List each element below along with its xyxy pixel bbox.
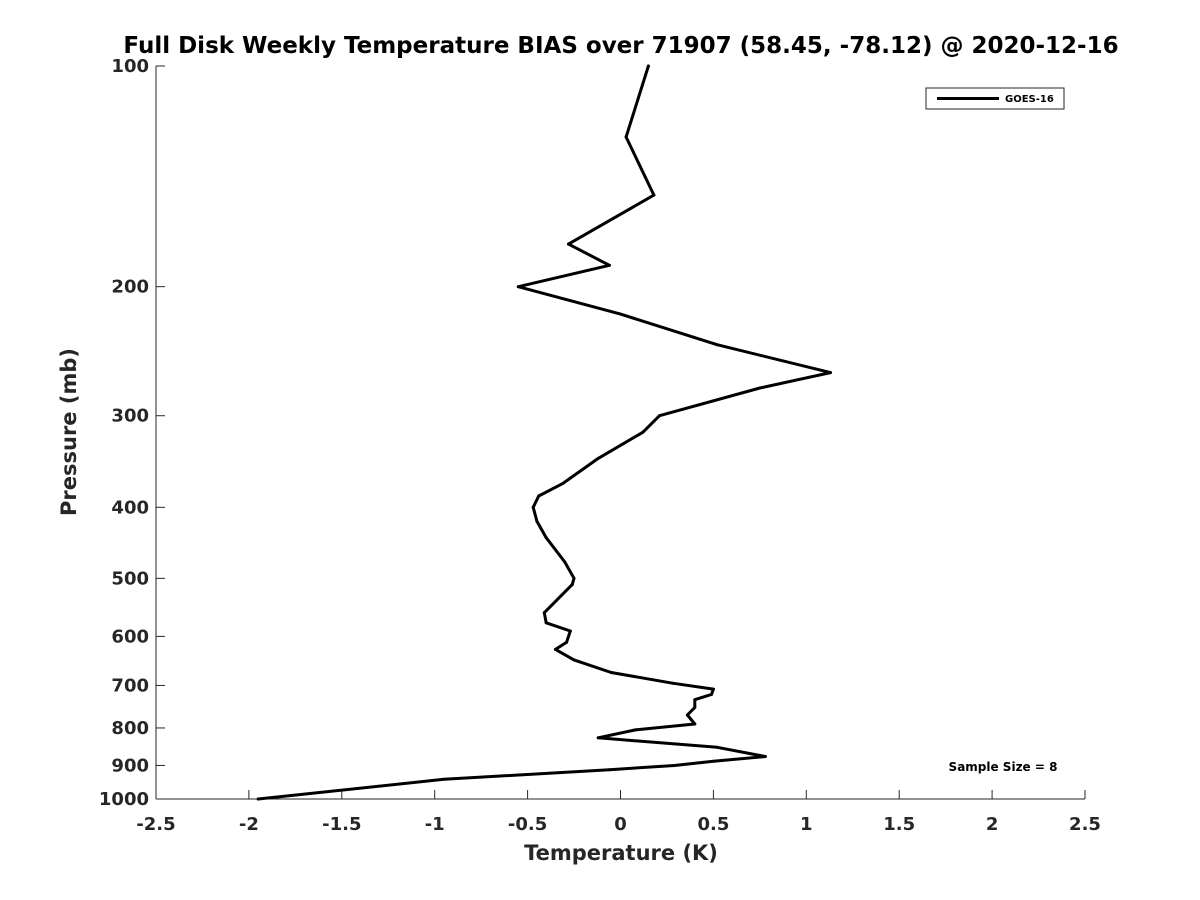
data-point — [544, 536, 548, 540]
data-point — [607, 263, 611, 267]
y-tick-label: 500 — [111, 568, 149, 589]
data-point — [624, 135, 628, 139]
plot-area: -2.5 -2 -1.5 -1 -0.5 0 0.5 1 1.5 2 2.5 100 200 300 40… — [99, 56, 1101, 835]
data-point — [619, 312, 622, 316]
x-tick-label: -1.5 — [322, 814, 361, 835]
y-tick-label: 800 — [111, 718, 149, 739]
data-point — [671, 681, 674, 685]
legend-label-goes-16: GOES-16 — [1005, 94, 1054, 105]
data-point — [572, 658, 576, 662]
data-point — [715, 745, 719, 749]
data-point — [256, 797, 260, 801]
data-point — [565, 640, 569, 644]
y-tick-label: 200 — [111, 277, 149, 298]
plot-background — [156, 66, 1085, 799]
y-tick-label: 400 — [111, 497, 149, 518]
series-line-goes-16 — [256, 64, 832, 801]
data-point — [758, 386, 762, 390]
data-point — [710, 692, 713, 696]
data-point — [442, 777, 446, 781]
data-point — [829, 371, 832, 375]
y-tick-label: 1000 — [99, 789, 149, 810]
y-axis-label: Pressure (mb) — [57, 348, 81, 516]
data-point — [531, 505, 535, 509]
data-point — [596, 456, 600, 460]
data-point — [535, 519, 539, 523]
data-point — [646, 64, 650, 68]
data-point — [561, 481, 565, 485]
data-point — [633, 728, 637, 732]
x-axis-label: Temperature (K) — [524, 841, 718, 865]
y-tick-label: 100 — [111, 56, 149, 77]
y-tick-label: 700 — [111, 675, 149, 696]
data-point — [537, 494, 541, 498]
y-tick-label: 300 — [111, 406, 149, 427]
data-point — [516, 285, 520, 289]
chart-title: Full Disk Weekly Temperature BIAS over 7… — [123, 33, 1118, 59]
data-point — [693, 698, 697, 702]
data-point — [685, 713, 689, 717]
data-point — [542, 611, 546, 615]
series-layer — [256, 64, 832, 801]
data-point — [652, 193, 656, 197]
data-point — [570, 583, 574, 587]
data-point — [641, 430, 645, 434]
x-tick-label: 1 — [800, 814, 813, 835]
x-tick-label: 0.5 — [697, 814, 729, 835]
data-point — [554, 647, 557, 651]
legend: GOES-16 — [925, 87, 1065, 110]
x-tick-label: 2 — [986, 814, 999, 835]
data-point — [693, 705, 697, 709]
data-point — [711, 759, 715, 763]
x-tick-label: 1.5 — [883, 814, 915, 835]
data-point — [609, 671, 613, 674]
data-point — [658, 414, 661, 418]
data-point — [563, 560, 567, 564]
data-point — [568, 629, 572, 633]
data-point — [715, 343, 719, 347]
data-point — [596, 736, 600, 740]
sample-size-annotation: Sample Size = 8 — [949, 760, 1058, 774]
x-tick-label: -1 — [425, 814, 445, 835]
data-point — [572, 576, 576, 580]
y-tick-label: 600 — [111, 626, 149, 647]
y-axis-ticks: 100 200 300 400 500 600 700 800 900 1000 — [99, 56, 165, 810]
x-tick-label: -2 — [239, 814, 259, 835]
data-point — [693, 722, 697, 726]
x-tick-label: -2.5 — [136, 814, 175, 835]
data-point — [763, 755, 767, 758]
x-axis-ticks: -2.5 -2 -1.5 -1 -0.5 0 0.5 1 1.5 2 2.5 — [136, 790, 1101, 835]
data-point — [607, 768, 611, 772]
y-tick-label: 900 — [111, 755, 149, 776]
x-tick-label: 0 — [614, 814, 627, 835]
x-tick-label: -0.5 — [508, 814, 547, 835]
data-point — [672, 764, 676, 767]
data-point — [544, 621, 548, 625]
data-point — [567, 242, 570, 246]
data-point — [711, 687, 715, 691]
x-tick-label: 2.5 — [1069, 814, 1101, 835]
